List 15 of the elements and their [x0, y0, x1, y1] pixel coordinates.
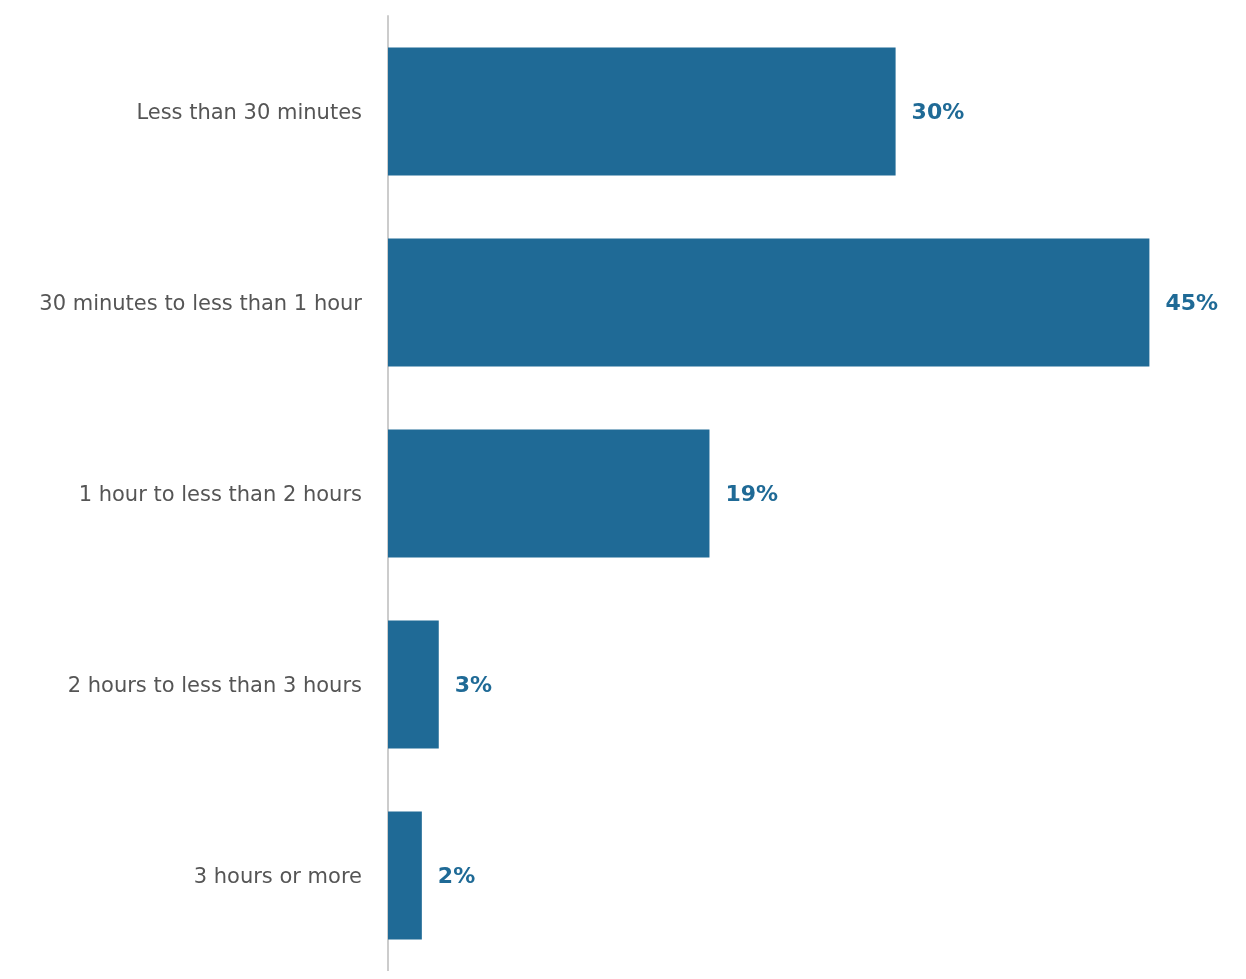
data-label: 45%: [1165, 290, 1219, 315]
y-tick-label: 2 hours to less than 3 hours: [67, 672, 362, 697]
data-label: 19%: [725, 481, 779, 506]
y-tick-label: 30 minutes to less than 1 hour: [39, 290, 363, 315]
y-tick-label: Less than 30 minutes: [136, 99, 362, 124]
bar: [388, 47, 896, 176]
data-label: 2%: [437, 863, 476, 888]
bar: [388, 811, 422, 940]
y-tick-label: 1 hour to less than 2 hours: [78, 481, 362, 506]
data-label: 3%: [454, 672, 493, 697]
data-label: 30%: [911, 99, 965, 124]
bar: [388, 429, 710, 558]
y-tick-label: 3 hours or more: [193, 863, 362, 888]
bar: [388, 620, 439, 749]
bar: [388, 238, 1150, 367]
